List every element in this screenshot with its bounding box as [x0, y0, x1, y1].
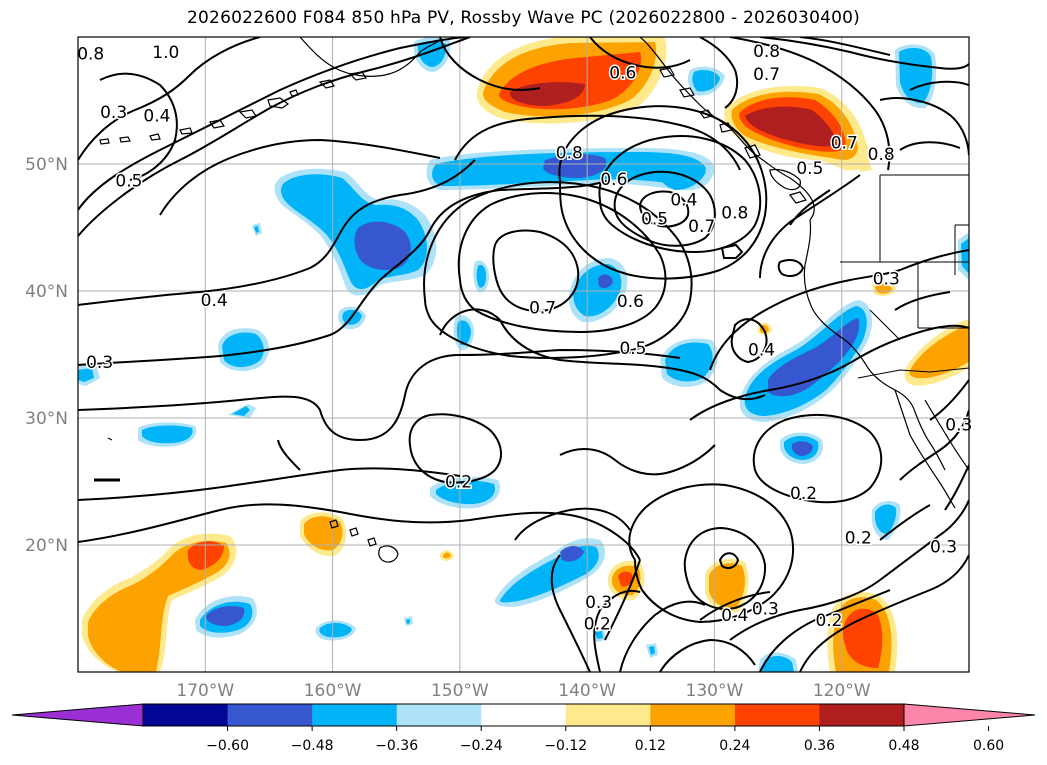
contour-label: 0.2 — [845, 528, 872, 548]
colorbar-segment — [734, 704, 820, 726]
colorbar-tick-label: 0.36 — [804, 738, 835, 754]
contour-label: 1.0 — [152, 43, 179, 63]
colorbar-tick-label: 0.60 — [973, 738, 1004, 754]
contour-label: 0.8 — [753, 42, 780, 62]
contour-label: 0.3 — [100, 103, 127, 123]
contour-label: 0.6 — [600, 170, 627, 190]
contour-label: 0.2 — [584, 615, 611, 635]
colorbar-segment — [396, 704, 482, 726]
contour-label: 0.3 — [86, 353, 113, 373]
contour-label: 0.8 — [77, 45, 104, 65]
contour-label: 0.4 — [748, 340, 775, 360]
lon-tick-label: 150°W — [431, 681, 489, 700]
contour-label: 0.4 — [721, 606, 748, 626]
colorbar-segment — [481, 704, 567, 726]
contour-labels: 0.8 1.00.3 0.40.50.80.70.60.80.60.40.5 0.70… — [76, 40, 974, 636]
contour-label: 0.4 — [201, 291, 228, 311]
colorbar-tick-label: −0.48 — [291, 738, 334, 754]
contour-label: 0.5 — [641, 210, 668, 230]
contour-label: 0.3 — [930, 537, 957, 557]
negative-anomaly-small-patches — [78, 258, 824, 509]
lon-tick-label: 170°W — [176, 681, 234, 700]
contour-label: 0.3 — [873, 269, 900, 289]
contour-label: 0.5 — [796, 159, 823, 179]
colorbar-tick-label: −0.12 — [544, 738, 587, 754]
contour-label: 0.7 — [831, 133, 858, 153]
contour-label: 0.4 — [670, 191, 697, 211]
lon-tick-label: 120°W — [813, 681, 871, 700]
map-panel: 0.8 1.00.3 0.40.50.80.70.60.80.60.40.5 0.70… — [25, 36, 974, 700]
contour-label: 0.8 — [721, 203, 748, 223]
colorbar-extend-min — [11, 703, 144, 727]
colorbar-outline — [142, 703, 905, 727]
contour-label: 0.6 — [609, 64, 636, 84]
contour-label: 0.3 — [752, 600, 779, 620]
colorbar-segment — [650, 704, 736, 726]
lon-tick-label: 140°W — [558, 681, 616, 700]
colorbar-tick-label: 0.24 — [719, 738, 750, 754]
colorbar-tick-label: 0.12 — [635, 738, 666, 754]
contour-label: 0.8 — [868, 145, 895, 165]
colorbar-segment — [143, 704, 229, 726]
positive-anomaly-bc-coast — [724, 86, 869, 171]
contour-label: 0.5 — [619, 339, 646, 359]
colorbar-segment — [819, 704, 905, 726]
lon-tick-label: 160°W — [304, 681, 362, 700]
colorbar-tick-label: −0.24 — [460, 738, 503, 754]
contour-label: 0.7 — [753, 65, 780, 85]
gridlines — [78, 37, 969, 672]
contour-label: 0.2 — [815, 611, 842, 631]
lat-tick-label: 20°N — [25, 536, 68, 556]
pv-contours — [78, 37, 969, 672]
contour-label: 0.7 — [529, 299, 556, 319]
contour-label: 0.6 — [617, 292, 644, 312]
colorbar-segment — [565, 704, 651, 726]
colorbar-tick-label: −0.36 — [375, 738, 418, 754]
map-frame — [77, 36, 970, 673]
colorbar-segment — [312, 704, 398, 726]
contour-label: 0.3 — [585, 593, 612, 613]
contour-label: 0.3 — [945, 415, 972, 435]
colorbar-extend-max — [903, 703, 1036, 727]
negative-anomaly-california-offshore — [660, 300, 873, 422]
contour-label: 0.2 — [790, 484, 817, 504]
colorbar-segment — [227, 704, 313, 726]
map-title: 2026022600 F084 850 hPa PV, Rossby Wave … — [187, 8, 860, 28]
contour-label: 0.7 — [688, 217, 715, 237]
lon-tick-label: 130°W — [686, 681, 744, 700]
lat-tick-label: 30°N — [25, 409, 68, 429]
colorbar-tick-label: −0.60 — [206, 738, 249, 754]
pv-anomaly-shading — [78, 37, 969, 672]
longitude-labels: 170°W 160°W 150°W 140°W 130°W 120°W — [176, 681, 870, 700]
colorbar-tick-label: 0.48 — [888, 738, 919, 754]
lat-tick-label: 50°N — [25, 155, 68, 175]
negative-anomaly-central-pacific-north — [274, 168, 437, 296]
contour-label: 0.2 — [445, 473, 472, 493]
contour-label: 0.4 — [143, 107, 170, 127]
contour-label: 0.5 — [115, 172, 142, 192]
latitude-labels: 50°N 40°N 30°N 20°N — [25, 155, 68, 556]
lat-tick-label: 40°N — [25, 282, 68, 302]
contour-label: 0.8 — [556, 144, 583, 164]
